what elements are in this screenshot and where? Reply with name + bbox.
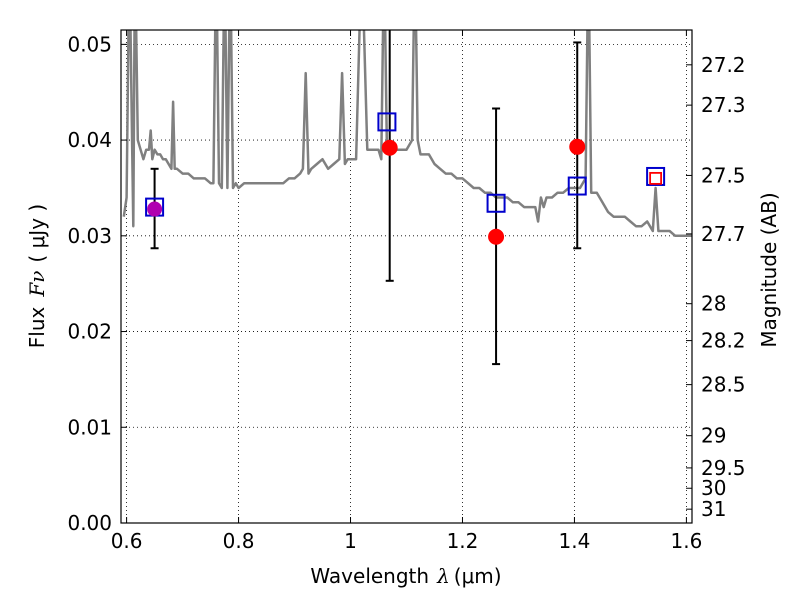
x-tick-label: 1.4 bbox=[559, 529, 591, 553]
x-tick-label: 0.8 bbox=[223, 529, 255, 553]
right-tick-label: 27.5 bbox=[701, 163, 746, 187]
x-tick-label: 1 bbox=[344, 529, 357, 553]
right-tick-label: 28 bbox=[701, 292, 726, 316]
y-tick-label: 0.05 bbox=[67, 32, 112, 56]
model-photometry-square bbox=[646, 166, 666, 186]
observed-point bbox=[569, 138, 586, 155]
right-tick-label: 29.5 bbox=[701, 456, 746, 480]
right-tick-label: 27.7 bbox=[701, 222, 746, 246]
right-tick-label: 31 bbox=[701, 497, 726, 521]
x-axis-unit: (μm) bbox=[454, 564, 502, 588]
model-photometry-square bbox=[486, 193, 506, 213]
observed-point bbox=[381, 139, 398, 156]
axis-ticks: 0.6 0.8 1 1.2 1.4 1.6 0.00 0.01 0.02 0.03 0.04 0.05… bbox=[67, 30, 746, 553]
y-tick-label: 0.01 bbox=[67, 415, 112, 439]
right-tick-label: 27.2 bbox=[701, 53, 746, 77]
y-tick-label: 0.03 bbox=[67, 224, 112, 248]
y-axis-symbol: Fν bbox=[25, 271, 49, 298]
observed-point bbox=[147, 201, 163, 217]
model-photometry-square bbox=[377, 112, 397, 132]
x-tick-label: 1.6 bbox=[670, 529, 702, 553]
series-layer bbox=[122, 30, 692, 366]
right-tick-label: 28.2 bbox=[701, 329, 746, 353]
y-axis-unit: ( μJy ) bbox=[25, 204, 49, 263]
y-tick-label: 0.00 bbox=[67, 511, 112, 535]
right-tick-label: 27.3 bbox=[701, 93, 746, 117]
right-tick-label: 29 bbox=[701, 424, 726, 448]
right-tick-label: 28.5 bbox=[701, 373, 746, 397]
observed-point-square bbox=[649, 171, 663, 185]
x-axis-symbol: λ bbox=[436, 564, 450, 588]
plot-frame bbox=[120, 29, 693, 524]
y-tick-label: 0.02 bbox=[67, 320, 112, 344]
model-photometry-square bbox=[567, 176, 587, 196]
x-tick-label: 0.6 bbox=[111, 529, 143, 553]
right-tick-label: 30 bbox=[701, 476, 726, 500]
observed-point bbox=[488, 228, 505, 245]
y-axis-label: FluxFν( μJy ) bbox=[25, 204, 49, 348]
right-axis-label: Magnitude (AB) bbox=[757, 192, 781, 347]
x-tick-label: 1.2 bbox=[447, 529, 479, 553]
x-axis-label: Wavelength λ (μm) bbox=[310, 564, 501, 588]
y-tick-label: 0.04 bbox=[67, 128, 112, 152]
